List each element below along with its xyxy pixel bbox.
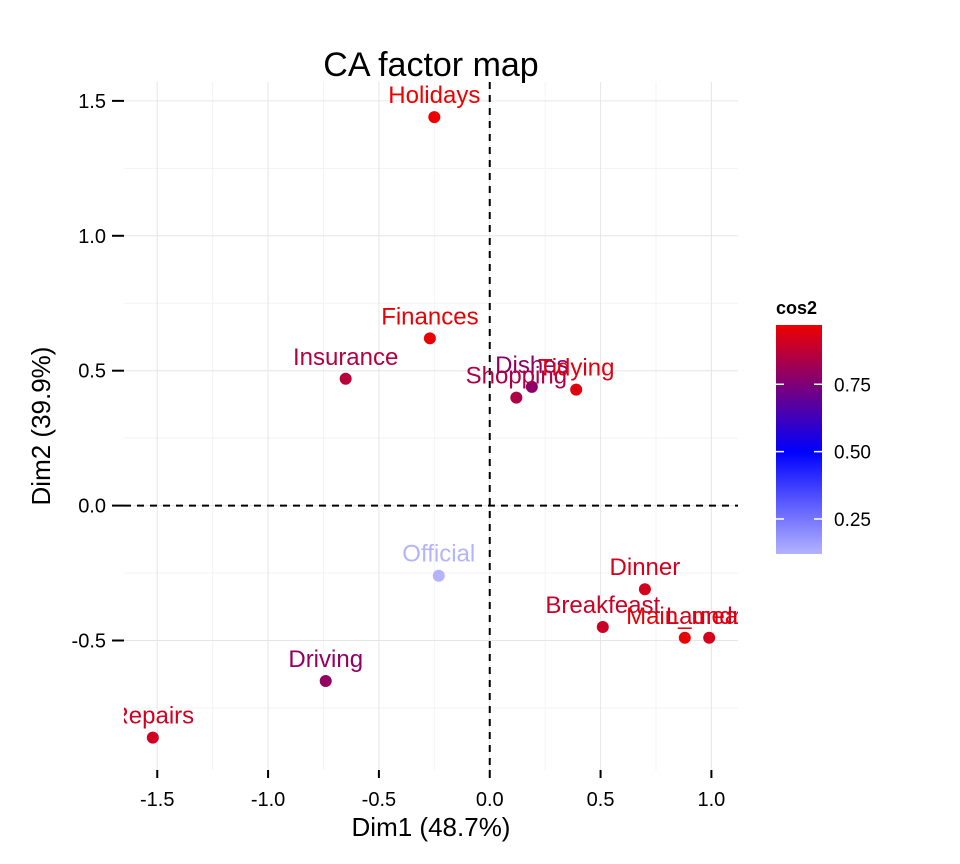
x-tick-label: -0.5 [362,789,396,811]
y-tick-label: 0.0 [78,496,106,518]
data-point [703,631,716,644]
x-tick-label: 0.0 [476,789,504,811]
point-group: Shopping [466,363,567,404]
grid-lines [124,82,738,770]
point-group: Repairs [111,703,194,744]
chart-title: CA factor map [323,46,538,84]
axes: -1.5 -1.0 -0.5 0.0 0.5 1.0 -0.5 0.0 0.5 1.0 1.5 [72,91,726,811]
point-group: Official [402,541,475,582]
point-group: Holidays [388,82,480,124]
data-point [510,391,523,404]
legend-color-bar [776,325,822,554]
point-label: Driving [288,646,363,673]
point-label: Official [402,541,475,568]
x-tick-label: -1.5 [140,789,174,811]
point-label: Holidays [388,82,480,109]
y-tick-label: 1.0 [78,226,106,248]
legend-tick-label: 0.75 [834,375,871,396]
data-point [570,383,583,396]
x-axis-title: Dim1 (48.7%) [352,812,511,842]
point-label: Insurance [293,344,398,371]
legend-ticks: 0.25 0.50 0.75 [776,375,871,531]
x-tick-label: -1.0 [251,789,285,811]
point-group: Dishes [495,352,569,393]
data-point [339,372,352,385]
data-point [423,332,436,345]
point-group: Breakfeast [545,592,660,634]
points-layer: Holidays Finances Insurance DishesShoppingT… [111,82,753,744]
point-group: Finances [381,303,479,345]
legend-title: cos2 [776,298,817,318]
x-tick-label: 0.5 [587,789,615,811]
point-group: Laundry [666,603,753,644]
point-label: Main_meal [626,603,743,630]
point-label: Shopping [466,363,567,390]
point-group: Main_meal [626,603,743,644]
cos2-legend: cos2 0.25 0.50 0.75 [776,298,871,554]
point-group: Insurance [293,344,398,385]
data-point [678,631,691,644]
data-point [638,583,651,596]
point-group: Tidying [538,355,614,396]
point-label: Finances [381,303,478,330]
point-label: Breakfeast [545,592,660,619]
data-point [428,111,441,124]
point-label: Dinner [610,554,681,581]
legend-tick-label: 0.25 [834,510,871,531]
data-point [146,731,159,744]
data-point [319,674,332,687]
point-label: Laundry [666,603,753,630]
point-label: Dishes [495,352,568,379]
y-axis-title: Dim2 (39.9%) [26,347,56,506]
data-point [525,380,538,393]
point-group: Dinner [610,554,681,596]
x-tick-label: 1.0 [697,789,725,811]
y-tick-label: -0.5 [72,630,106,652]
y-tick-label: 0.5 [78,361,106,383]
reference-lines [124,82,738,770]
legend-tick-label: 0.50 [834,443,871,464]
y-tick-label: 1.5 [78,91,106,113]
point-group: Driving [288,646,363,687]
data-point [432,569,445,582]
point-label: Repairs [111,703,194,730]
data-point [596,621,609,634]
point-label: Tidying [538,355,614,382]
